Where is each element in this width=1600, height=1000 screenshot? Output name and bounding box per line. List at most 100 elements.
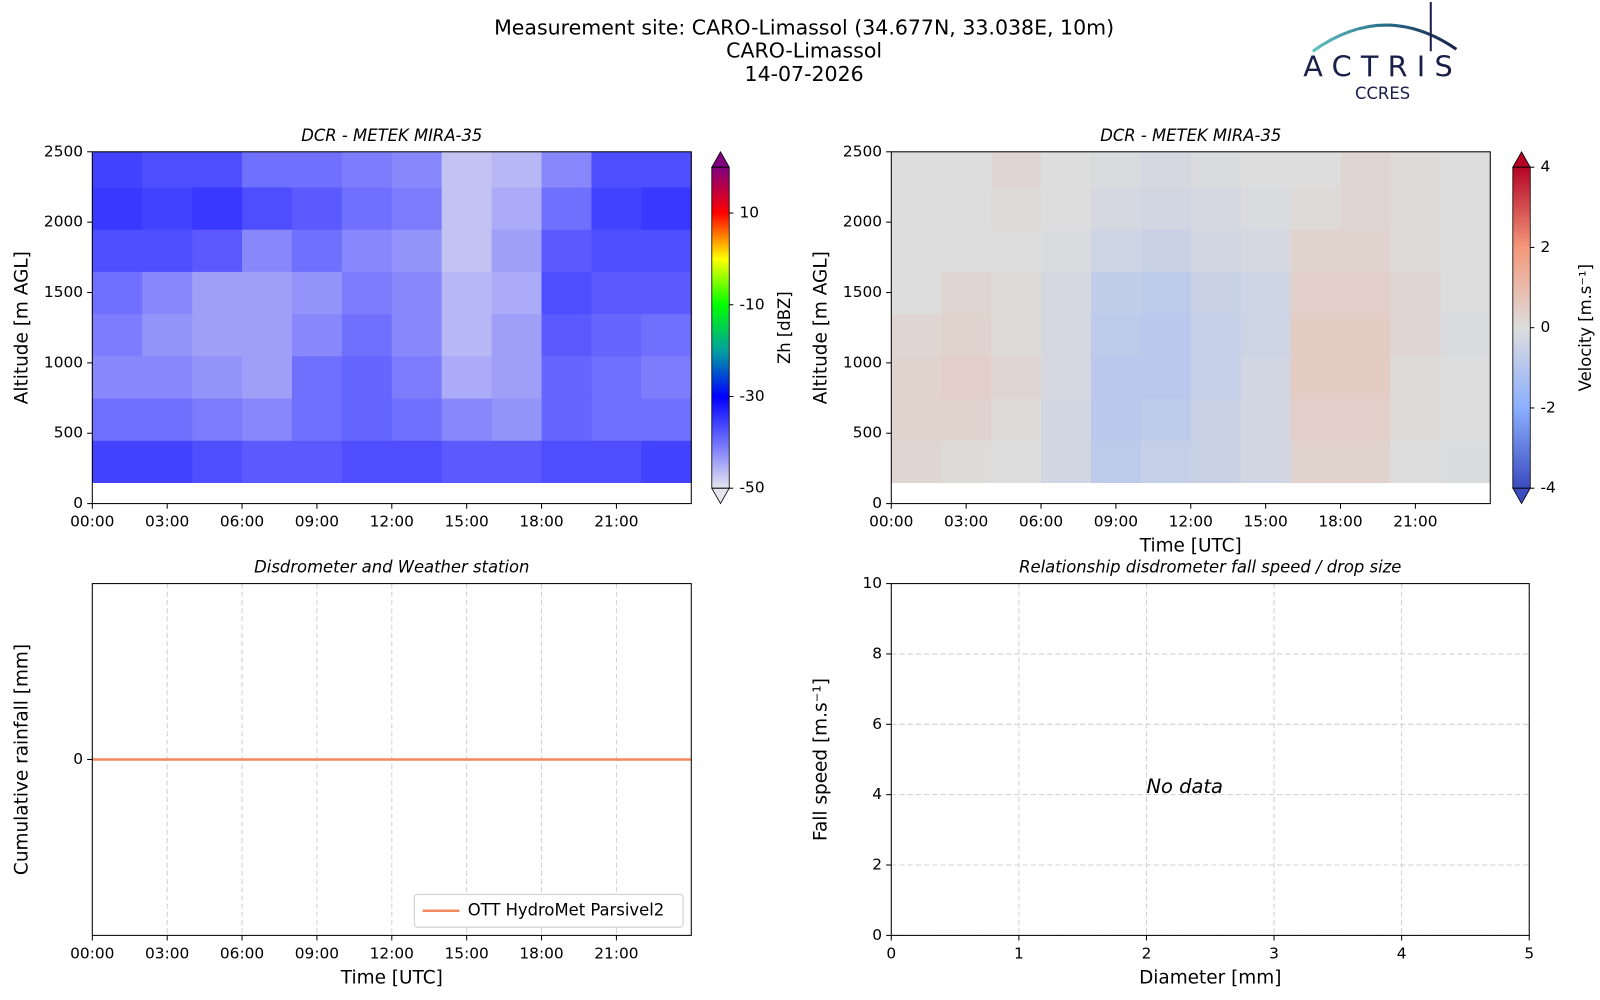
heatmap-cell — [1390, 151, 1441, 188]
x-tick-label: 06:00 — [220, 944, 264, 962]
heatmap-cell — [491, 398, 543, 441]
heatmap-cell — [341, 151, 393, 188]
heatmap-cell — [591, 355, 642, 399]
heatmap-cell — [1340, 229, 1391, 272]
x-tick-label: 03:00 — [145, 944, 189, 962]
heatmap-cell — [1140, 271, 1192, 315]
heatmap-cell — [1290, 151, 1342, 188]
colorbar-tick-label: -50 — [739, 479, 764, 497]
x-tick-label: 3 — [1269, 944, 1279, 962]
heatmap-cell — [1390, 313, 1441, 357]
colorbar-tick-label: -2 — [1541, 398, 1556, 416]
annotation: No data — [1146, 775, 1223, 798]
y-tick-label: 0 — [872, 926, 882, 944]
x-tick-label: 21:00 — [594, 513, 638, 531]
heatmap-cell — [641, 271, 692, 315]
heatmap-cell — [242, 440, 293, 483]
heatmap-cell — [941, 151, 992, 188]
heatmap-cell — [891, 440, 942, 483]
y-tick-label: 0 — [73, 494, 83, 512]
heatmap-cell — [1140, 398, 1192, 441]
heatmap-cell — [1041, 440, 1092, 483]
x-tick-label: 12:00 — [370, 513, 414, 531]
heatmap-cell — [541, 151, 592, 188]
heatmap-cell — [1290, 355, 1342, 399]
heatmap-cell — [541, 398, 592, 441]
x-tick-label: 21:00 — [594, 944, 638, 962]
heatmap-cell — [491, 313, 543, 357]
heatmap-cell — [1440, 355, 1491, 399]
heatmap-cell — [1440, 440, 1491, 483]
header-title: Measurement site: CARO-Limassol (34.677N… — [494, 16, 1114, 40]
heatmap-cell — [991, 271, 1042, 315]
heatmap-cell — [341, 229, 393, 272]
heatmap-cell — [1290, 398, 1342, 441]
x-tick-label: 06:00 — [1019, 513, 1063, 531]
heatmap-cell — [1190, 271, 1242, 315]
y-tick-label: 2 — [872, 856, 882, 874]
heatmap-cell — [391, 440, 443, 483]
x-tick-label: 18:00 — [1318, 513, 1362, 531]
heatmap-cell — [192, 313, 243, 357]
heatmap-cell — [1190, 355, 1242, 399]
heatmap-cell — [1090, 440, 1142, 483]
heatmap-cell — [1390, 355, 1441, 399]
heatmap-cell — [591, 271, 642, 315]
heatmap-cell — [1390, 398, 1441, 441]
heatmap-cell — [1340, 355, 1391, 399]
heatmap-cell — [1090, 186, 1142, 230]
heatmap-cell — [142, 313, 193, 357]
heatmap-cell — [291, 186, 343, 230]
heatmap-cell — [1240, 186, 1292, 230]
y-tick-label: 500 — [853, 424, 882, 442]
y-tick-label: 1000 — [843, 353, 882, 371]
heatmap-cell — [1440, 229, 1491, 272]
heatmap-cell — [391, 271, 443, 315]
heatmap-cell — [591, 313, 642, 357]
chart-title: DCR - METEK MIRA-35 — [301, 126, 482, 145]
colorbar — [711, 167, 730, 489]
logo-name: ACTRIS — [1303, 50, 1462, 84]
y-tick-label: 10 — [862, 574, 882, 592]
heatmap-cell — [1390, 271, 1441, 315]
heatmap-cell — [941, 355, 992, 399]
y-axis-label: Fall speed [m.s⁻¹] — [811, 678, 832, 841]
heatmap-cell — [92, 313, 143, 357]
heatmap-cell — [242, 313, 293, 357]
heatmap-cell — [192, 229, 243, 272]
heatmap-cell — [941, 313, 992, 357]
heatmap-cell — [1340, 313, 1391, 357]
heatmap-cell — [441, 151, 493, 188]
heatmap-cell — [491, 271, 543, 315]
x-axis-label: Time [UTC] — [1139, 536, 1242, 557]
heatmap-cell — [591, 151, 642, 188]
x-tick-label: 03:00 — [944, 513, 988, 531]
x-tick-label: 2 — [1142, 944, 1152, 962]
legend-label: OTT HydroMet Parsivel2 — [468, 900, 665, 919]
heatmap-cell — [1090, 398, 1142, 441]
heatmap-cell — [591, 440, 642, 483]
heatmap-cell — [491, 440, 543, 483]
y-tick-label: 2000 — [843, 213, 882, 231]
heatmap-cell — [941, 271, 992, 315]
x-tick-label: 5 — [1524, 944, 1534, 962]
heatmap-cell — [1140, 313, 1192, 357]
heatmap-cell — [1041, 355, 1092, 399]
heatmap-cell — [891, 186, 942, 230]
colorbar-tick-label: -10 — [739, 295, 764, 313]
x-tick-label: 0 — [886, 944, 896, 962]
heatmap-cell — [242, 229, 293, 272]
heatmap-cell — [242, 186, 293, 230]
x-tick-label: 4 — [1397, 944, 1407, 962]
heatmap-cell — [991, 440, 1042, 483]
heatmap-cell — [1240, 355, 1292, 399]
y-tick-label: 2500 — [44, 142, 83, 160]
heatmap-cell — [941, 398, 992, 441]
heatmap-cell — [341, 271, 393, 315]
heatmap-cell — [1440, 186, 1491, 230]
heatmap-cell — [391, 313, 443, 357]
header-title: CARO-Limassol — [726, 38, 882, 62]
heatmap-cell — [92, 151, 143, 188]
heatmap-cell — [991, 151, 1042, 188]
